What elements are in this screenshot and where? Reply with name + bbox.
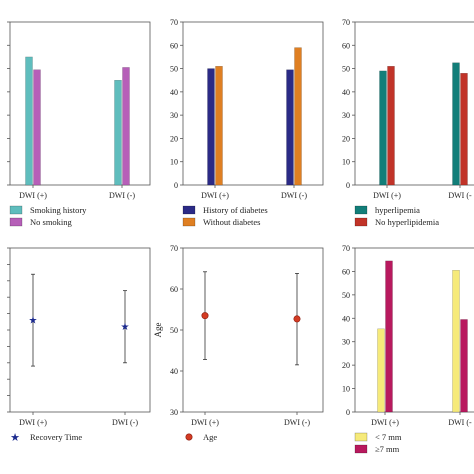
legend-marker: [185, 433, 193, 441]
chart-panel-4: DWI (+) DWI (-) ★ ★ ★ Recovery Time: [7, 247, 151, 444]
bar: [215, 66, 223, 186]
y-tick-label: 0: [346, 408, 350, 417]
y-tick-label: 10: [342, 158, 350, 167]
bar: [114, 80, 122, 186]
y-tick-label: 30: [342, 338, 350, 347]
y-tick-label: 20: [342, 361, 350, 370]
y-tick-label: 20: [170, 134, 178, 143]
chart-panel-1: DWI (+) DWI (-) Smoking history No smoking: [7, 21, 151, 227]
data-point-star: ★: [121, 322, 130, 333]
x-tick-label: DWI (+): [201, 191, 229, 200]
legend-label: Without diabetes: [203, 217, 261, 227]
y-tick-label: 60: [342, 267, 350, 276]
data-point-star: ★: [29, 316, 38, 327]
legend-swatch: [9, 205, 23, 215]
legend-label: No smoking: [30, 217, 73, 227]
bar: [25, 56, 33, 186]
legend-marker-star: ★: [10, 432, 20, 444]
plot-frame: [182, 247, 324, 413]
y-tick-label: 40: [342, 88, 350, 97]
legend-label: No hyperlipidemia: [375, 217, 439, 227]
legend-swatch: [354, 217, 368, 227]
y-tick-label: 70: [342, 18, 350, 27]
x-tick-label: DWI (+): [19, 418, 47, 427]
y-tick-label: 60: [342, 41, 350, 50]
y-tick-label: 60: [170, 285, 178, 294]
y-tick-label: 30: [342, 111, 350, 120]
bar: [377, 328, 385, 413]
plot-frame: [354, 21, 474, 186]
y-tick-label: 40: [170, 367, 178, 376]
legend-label: hyperlipemia: [375, 205, 420, 215]
bar: [207, 68, 215, 186]
legend-label: ≥7 mm: [375, 444, 400, 454]
x-tick-label: DWI (-): [112, 418, 138, 427]
y-tick-label: 50: [170, 65, 178, 74]
x-tick-label: DWI (-): [109, 191, 135, 200]
y-axis-label: Age: [153, 323, 163, 338]
bar: [387, 66, 395, 186]
legend-label: Smoking history: [30, 205, 87, 215]
x-tick-label: DWI (-: [448, 418, 472, 427]
x-tick-label: DWI (-): [284, 418, 310, 427]
data-point: [201, 312, 209, 320]
bar: [385, 260, 393, 413]
legend-label: < 7 mm: [375, 432, 402, 442]
x-tick-label: DWI (-): [281, 191, 307, 200]
plot-frame: [182, 21, 324, 186]
plot-frame: [9, 21, 151, 186]
y-tick-label: 50: [342, 291, 350, 300]
legend-label: Recovery Time: [30, 432, 82, 442]
legend-swatch: [9, 217, 23, 227]
y-tick-label: 20: [342, 134, 350, 143]
legend-swatch: [354, 444, 368, 454]
y-tick-label: 70: [170, 18, 178, 27]
x-tick-label: DWI (+): [19, 191, 47, 200]
x-tick-label: DWI (+): [373, 191, 401, 200]
x-tick-label: DWI (+): [191, 418, 219, 427]
legend-swatch: [182, 217, 196, 227]
plot-frame: [354, 247, 474, 413]
legend-swatch: [354, 205, 368, 215]
legend-swatch: [182, 205, 196, 215]
chart-panel-5: 30 40 50 60 70 Age DWI (+) DWI (-) Age: [153, 244, 324, 442]
bar: [122, 67, 130, 186]
y-tick-label: 50: [342, 65, 350, 74]
bar: [452, 62, 460, 186]
bar: [294, 47, 302, 186]
y-tick-label: 0: [346, 181, 350, 190]
chart-panel-6: 0 10 20 30 40 50 60 70 DWI (+) DWI (- < 7 mm ≥7 mm: [342, 244, 474, 454]
x-tick-label: DWI (-: [448, 191, 472, 200]
x-tick-label: DWI (+): [371, 418, 399, 427]
legend-swatch: [354, 432, 368, 442]
legend-label: Age: [203, 432, 217, 442]
y-tick-label: 70: [170, 244, 178, 253]
data-point: [293, 315, 301, 323]
y-tick-label: 10: [342, 385, 350, 394]
legend-label: History of diabetes: [203, 205, 268, 215]
bar: [460, 73, 468, 186]
y-tick-label: 60: [170, 41, 178, 50]
bar: [460, 319, 468, 413]
bar: [379, 70, 387, 186]
chart-panel-2: 0 10 20 30 40 50 60 70 DWI (+) DWI (-) History of …: [170, 18, 324, 227]
y-tick-label: 30: [170, 111, 178, 120]
chart-panel-3: 0 10 20 30 40 50 60 70 DWI (+) DWI (- hyperlipemia…: [342, 18, 474, 227]
bar: [33, 69, 41, 186]
bar: [286, 69, 294, 186]
y-tick-label: 40: [170, 88, 178, 97]
bar: [452, 270, 460, 413]
y-tick-label: 70: [342, 244, 350, 253]
y-tick-label: 0: [174, 181, 178, 190]
y-tick-label: 40: [342, 314, 350, 323]
y-tick-label: 30: [170, 408, 178, 417]
y-tick-label: 10: [170, 158, 178, 167]
y-tick-label: 50: [170, 326, 178, 335]
